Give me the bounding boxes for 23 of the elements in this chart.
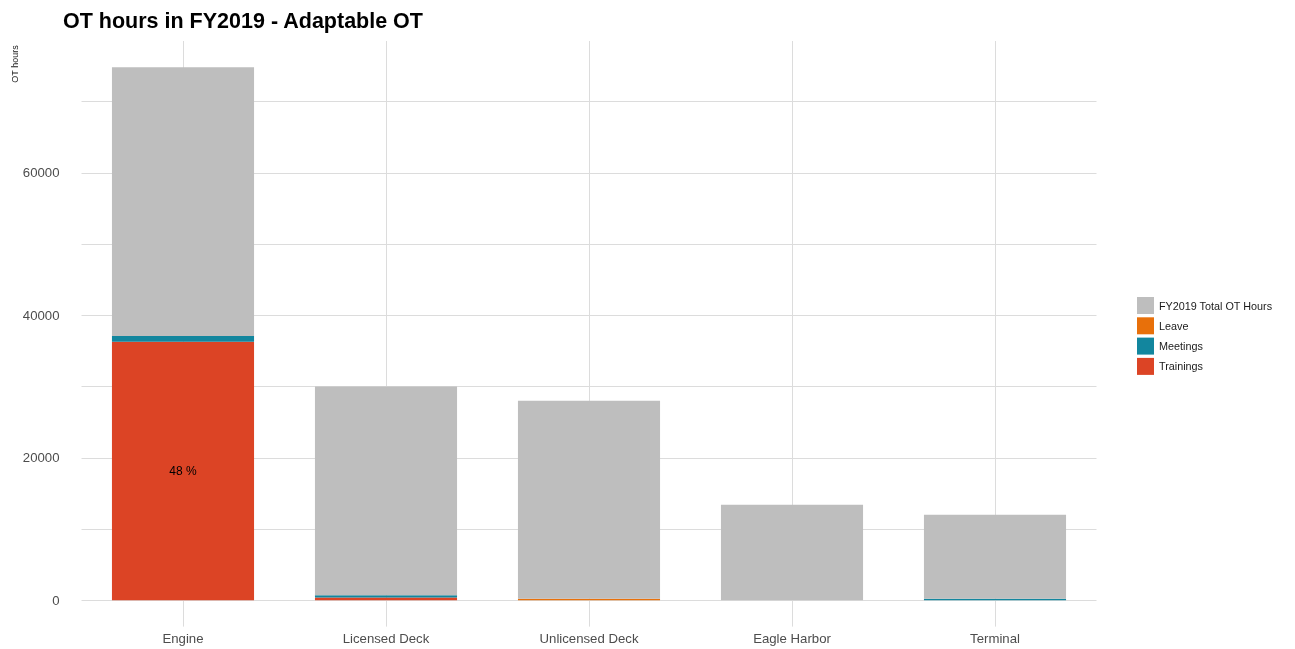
legend-label: Leave bbox=[1159, 319, 1189, 332]
annotation: 48 % bbox=[169, 463, 197, 478]
x-tick-label: Terminal bbox=[970, 630, 1020, 646]
y-tick-label: 40000 bbox=[22, 307, 60, 323]
x-tick-label: Engine bbox=[162, 630, 204, 646]
x-tick-label: Licensed Deck bbox=[342, 630, 430, 646]
bar bbox=[111, 67, 255, 336]
bar bbox=[720, 504, 864, 601]
bar bbox=[517, 400, 661, 599]
bar bbox=[111, 335, 255, 342]
legend-label: Trainings bbox=[1159, 360, 1204, 373]
legend-label: FY2019 Total OT Hours bbox=[1159, 299, 1273, 312]
bar bbox=[111, 341, 255, 601]
bar bbox=[923, 514, 1067, 599]
y-axis-title: OT hours bbox=[10, 44, 20, 83]
x-tick-label: Unlicensed Deck bbox=[539, 630, 639, 646]
chart-title: OT hours in FY2019 - Adaptable OT bbox=[63, 9, 423, 33]
bar bbox=[314, 386, 458, 596]
x-tick-label: Eagle Harbor bbox=[753, 630, 832, 646]
y-tick-label: 20000 bbox=[22, 450, 60, 466]
legend-label: Meetings bbox=[1159, 340, 1204, 353]
y-tick-label: 60000 bbox=[22, 165, 60, 181]
y-tick-label: 0 bbox=[52, 592, 60, 608]
